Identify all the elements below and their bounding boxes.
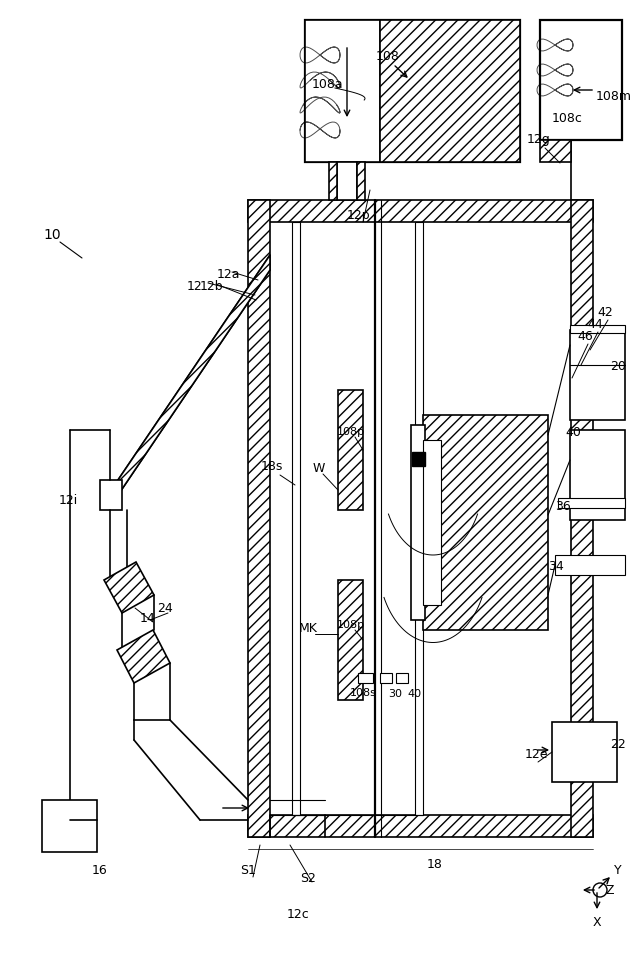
Text: Y: Y: [614, 864, 622, 876]
Polygon shape: [117, 630, 170, 683]
Text: 108: 108: [376, 50, 400, 64]
Text: 22: 22: [610, 738, 626, 752]
Text: 42: 42: [597, 307, 613, 319]
Bar: [380, 20, 520, 162]
Text: 12b: 12b: [199, 281, 223, 293]
Text: 10: 10: [43, 228, 61, 242]
Bar: [248, 200, 270, 837]
Bar: [292, 222, 300, 815]
Bar: [570, 430, 625, 520]
Bar: [412, 452, 425, 466]
Text: 14: 14: [140, 611, 156, 625]
Bar: [423, 440, 441, 605]
Text: W: W: [313, 462, 325, 474]
Text: 24: 24: [157, 602, 173, 614]
Bar: [337, 162, 357, 200]
Bar: [415, 222, 423, 815]
Text: 40: 40: [408, 689, 422, 699]
Text: 12e: 12e: [524, 748, 548, 762]
Text: 18: 18: [427, 859, 443, 871]
Bar: [248, 200, 593, 222]
Text: 12c: 12c: [287, 908, 309, 922]
Circle shape: [593, 883, 607, 897]
Text: 108c: 108c: [552, 112, 582, 124]
Text: 12a: 12a: [216, 269, 240, 281]
Bar: [570, 325, 625, 333]
Text: 16: 16: [92, 864, 108, 876]
Bar: [329, 162, 337, 200]
Bar: [358, 673, 373, 683]
Bar: [540, 20, 622, 140]
Bar: [423, 415, 548, 630]
Text: 12: 12: [187, 281, 203, 293]
Bar: [248, 200, 593, 222]
Polygon shape: [338, 390, 363, 510]
Text: 46: 46: [577, 331, 593, 343]
Bar: [380, 673, 392, 683]
Text: 108p: 108p: [337, 427, 365, 437]
Text: 12p: 12p: [346, 208, 370, 222]
Text: S2: S2: [300, 871, 316, 885]
Polygon shape: [338, 580, 363, 700]
Text: 108m: 108m: [596, 91, 632, 103]
Bar: [558, 498, 625, 508]
Bar: [248, 200, 270, 837]
Bar: [571, 200, 593, 837]
Text: 40: 40: [565, 426, 581, 440]
Bar: [42, 800, 97, 852]
Polygon shape: [104, 562, 154, 613]
Bar: [552, 722, 617, 782]
Bar: [423, 415, 548, 630]
Bar: [555, 555, 625, 575]
Text: 108s: 108s: [349, 688, 376, 698]
Bar: [100, 480, 122, 510]
Bar: [540, 140, 571, 162]
Text: 12i: 12i: [58, 494, 77, 506]
Text: X: X: [593, 916, 602, 928]
Text: 34: 34: [548, 560, 564, 574]
Text: 18s: 18s: [261, 461, 283, 473]
Text: MK: MK: [299, 622, 317, 634]
Text: 20: 20: [610, 361, 626, 373]
Text: 44: 44: [587, 318, 603, 332]
Bar: [380, 20, 520, 162]
Polygon shape: [118, 255, 270, 495]
Bar: [570, 330, 625, 420]
Bar: [305, 20, 380, 162]
Bar: [357, 162, 365, 200]
Bar: [571, 200, 593, 837]
Bar: [396, 673, 408, 683]
Text: 30: 30: [388, 689, 402, 699]
Text: 108a: 108a: [311, 78, 343, 92]
Text: S1: S1: [240, 864, 256, 876]
Bar: [411, 425, 425, 620]
Bar: [540, 140, 571, 162]
Text: Z: Z: [605, 883, 614, 897]
Text: 108p: 108p: [337, 620, 365, 630]
Text: 36: 36: [555, 500, 571, 514]
Bar: [305, 20, 520, 162]
Bar: [248, 815, 593, 837]
Bar: [357, 162, 365, 200]
Text: 12g: 12g: [527, 133, 551, 147]
Bar: [248, 815, 593, 837]
Bar: [329, 162, 337, 200]
